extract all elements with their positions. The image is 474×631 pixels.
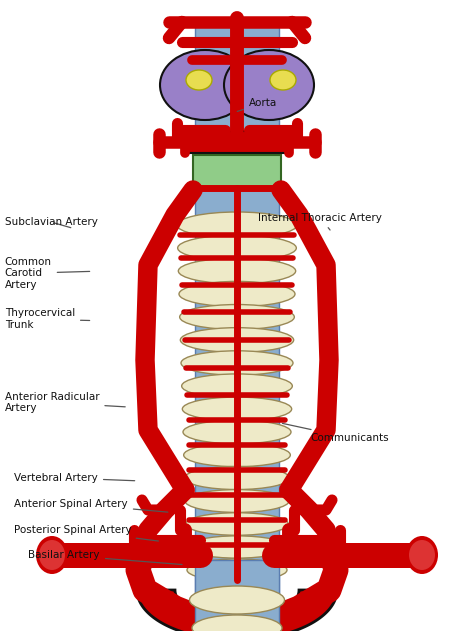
Ellipse shape [185,490,289,512]
Ellipse shape [160,50,250,120]
Ellipse shape [192,615,282,631]
Ellipse shape [406,536,438,574]
Ellipse shape [183,444,291,467]
Bar [187,131,287,153]
Ellipse shape [186,70,212,90]
Text: Posterior Spinal Artery: Posterior Spinal Artery [14,525,158,541]
Ellipse shape [180,327,294,352]
Text: Basilar Artery: Basilar Artery [28,550,182,565]
Ellipse shape [178,235,296,261]
Text: Common
Carotid
Artery: Common Carotid Artery [5,257,90,290]
Ellipse shape [183,420,291,444]
Ellipse shape [181,351,293,375]
Ellipse shape [184,466,290,490]
Text: Thyrocervical
Trunk: Thyrocervical Trunk [5,309,90,330]
Ellipse shape [187,559,287,581]
Text: Aorta: Aorta [237,98,277,112]
Ellipse shape [36,536,68,574]
Bar [195,560,279,631]
Ellipse shape [186,513,288,535]
Ellipse shape [270,70,296,90]
Ellipse shape [179,281,295,307]
Ellipse shape [190,586,284,614]
Ellipse shape [177,212,297,238]
Ellipse shape [180,305,294,329]
Polygon shape [137,590,337,631]
Ellipse shape [224,50,314,120]
Ellipse shape [182,397,292,421]
Text: Anterior Radicular
Artery: Anterior Radicular Artery [5,392,125,413]
Ellipse shape [39,540,65,570]
Text: Communicants: Communicants [283,423,389,443]
Bar [195,18,279,608]
Ellipse shape [186,536,288,558]
Ellipse shape [409,540,435,570]
Bar [193,155,281,188]
Text: Subclavian Artery: Subclavian Artery [5,217,98,228]
Text: Anterior Spinal Artery: Anterior Spinal Artery [14,498,168,512]
Text: Internal Thoracic Artery: Internal Thoracic Artery [258,213,382,230]
Text: Vertebral Artery: Vertebral Artery [14,473,135,483]
Ellipse shape [178,258,296,284]
Ellipse shape [182,374,292,398]
